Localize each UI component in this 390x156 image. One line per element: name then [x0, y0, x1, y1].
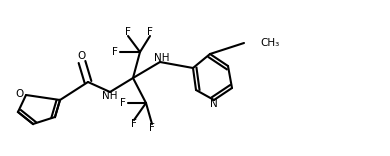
Text: NH: NH: [154, 53, 170, 63]
Text: F: F: [131, 119, 137, 129]
Text: CH₃: CH₃: [260, 38, 279, 48]
Text: F: F: [125, 27, 131, 37]
Text: F: F: [120, 98, 126, 108]
Text: O: O: [78, 51, 86, 61]
Text: F: F: [149, 123, 155, 133]
Text: O: O: [16, 89, 24, 99]
Text: NH: NH: [102, 91, 118, 101]
Text: F: F: [147, 27, 153, 37]
Text: N: N: [210, 99, 218, 109]
Text: F: F: [112, 47, 118, 57]
